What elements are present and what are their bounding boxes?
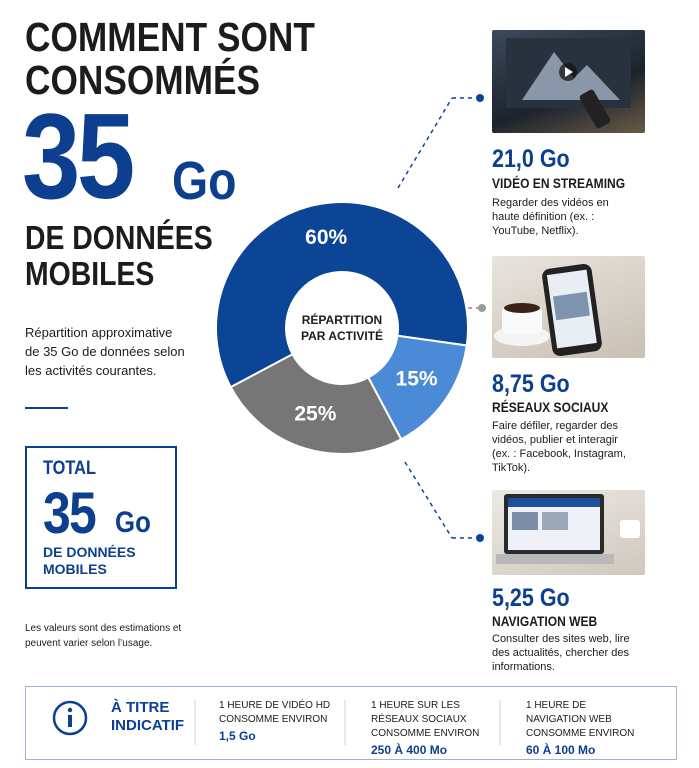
item-text: 1 HEURE DE NAVIGATION WEB CONSOMME ENVIR… <box>526 700 635 739</box>
activity-title: VIDÉO EN STREAMING <box>492 175 626 191</box>
item-value: 1,5 Go <box>219 729 256 743</box>
activity-description: Faire défiler, regarder des vidéos, publ… <box>492 420 626 474</box>
item-value: 250 À 400 Mo <box>371 743 448 757</box>
connector-dot <box>476 94 484 102</box>
total-unit: Go <box>115 506 151 539</box>
indicative-item: 1 HEURE DE NAVIGATION WEB CONSOMME ENVIR… <box>526 699 646 757</box>
total-text: DE DONNÉES MOBILES <box>43 544 136 577</box>
donut-slice <box>229 352 403 455</box>
connector-dot <box>476 534 484 542</box>
connector-dot <box>478 304 486 312</box>
description: Répartition approximative de 35 Go de do… <box>25 325 185 378</box>
info-icon <box>52 700 88 736</box>
item-text: 1 HEURE DE VIDÉO HD CONSOMME ENVIRON <box>219 700 331 725</box>
slice-label: 25% <box>294 403 336 426</box>
activity-description: Consulter des sites web, lire des actual… <box>492 633 630 673</box>
slice-label: 15% <box>396 368 438 391</box>
indicative-item: 1 HEURE SUR LES RÉSEAUX SOCIAUX CONSOMME… <box>371 699 491 757</box>
donut-center-label: RÉPARTITION PAR ACTIVITÉ <box>300 313 383 343</box>
donut-slice <box>215 201 469 389</box>
image-streaming <box>492 30 645 133</box>
activity-title: NAVIGATION WEB <box>492 613 598 629</box>
connector <box>404 461 453 539</box>
activity-amount: 8,75 Go <box>492 370 570 398</box>
activity-amount: 21,0 Go <box>492 145 570 173</box>
activity-amount: 5,25 Go <box>492 584 570 612</box>
image-social <box>492 256 645 358</box>
indicative-title: À TITRE INDICATIF <box>111 699 185 734</box>
title: COMMENT SONT CONSOMMÉS <box>25 14 315 103</box>
indicative-box: À TITRE INDICATIF 1 HEURE DE VIDÉO HD CO… <box>25 686 677 760</box>
total-number: 35 <box>43 481 97 546</box>
item-value: 60 À 100 Mo <box>526 743 596 757</box>
subtitle: DE DONNÉES MOBILES <box>25 219 213 292</box>
note: Les valeurs sont des estimations et peuv… <box>25 623 182 649</box>
total-label: TOTAL <box>43 458 96 479</box>
donut-chart: 60% 15% 25% <box>215 201 469 455</box>
big-number: 35 <box>22 88 135 224</box>
image-web <box>492 490 645 575</box>
activity-title: RÉSEAUX SOCIAUX <box>492 399 609 415</box>
total-box: TOTAL 35 Go DE DONNÉES MOBILES <box>25 446 177 589</box>
item-text: 1 HEURE SUR LES RÉSEAUX SOCIAUX CONSOMME… <box>371 700 480 739</box>
activity-description: Regarder des vidéos en haute définition … <box>492 197 609 237</box>
slice-label: 60% <box>305 226 347 249</box>
indicative-item: 1 HEURE DE VIDÉO HD CONSOMME ENVIRON 1,5… <box>219 699 339 743</box>
connector <box>397 97 453 189</box>
big-unit: Go <box>172 151 237 211</box>
